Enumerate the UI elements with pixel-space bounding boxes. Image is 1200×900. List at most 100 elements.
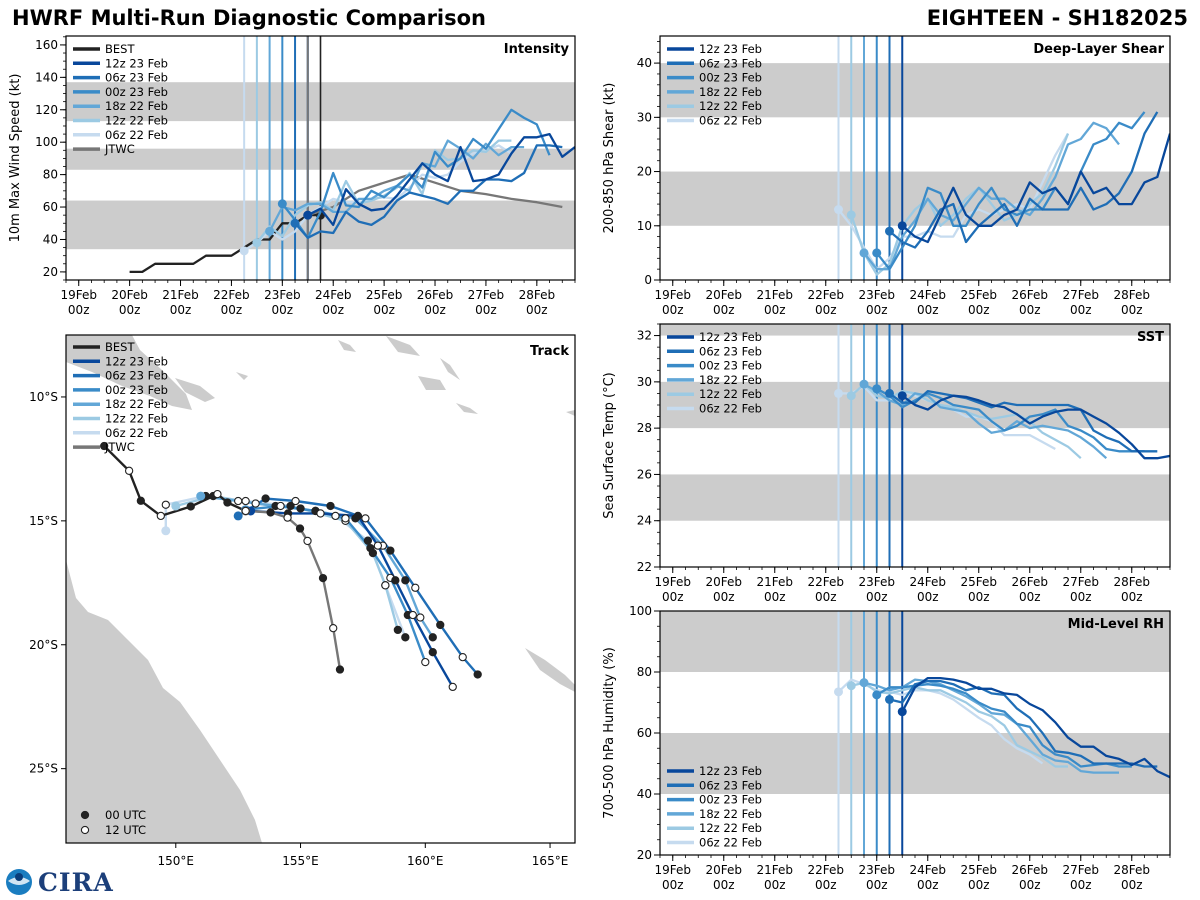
init-point	[303, 210, 313, 220]
fix-00utc-marker	[436, 620, 445, 630]
y-tick-label: 100	[35, 135, 58, 149]
x-tick-date: 25Feb	[366, 288, 403, 302]
fix-00utc-marker	[136, 496, 146, 505]
fix-00utc-marker	[401, 576, 410, 585]
x-tick-hour: 00z	[713, 303, 735, 317]
x-tick-hour: 00z	[764, 590, 786, 604]
legend-item: JTWC	[73, 142, 135, 156]
legend-label: 12z 23 Feb	[105, 354, 168, 368]
x-tick-date: 23Feb	[858, 288, 895, 302]
x-tick-date: 26Feb	[1011, 288, 1048, 302]
y-tick-label: 20	[43, 265, 58, 279]
cira-logo: CIRA	[4, 866, 114, 898]
x-tick-date: 25Feb	[960, 575, 997, 589]
fix-12utc-marker	[124, 466, 134, 475]
marker-legend-swatch	[80, 825, 90, 835]
fix-00utc-marker	[366, 543, 375, 553]
fix-12utc-marker	[411, 583, 420, 592]
rh-panel: 2040608010019Feb00z20Feb00z21Feb00z22Feb…	[602, 604, 1171, 892]
init-point	[834, 687, 843, 697]
y-tick-label: 30	[637, 375, 652, 389]
track-line-06z-23-feb	[237, 497, 479, 676]
x-tick-date: 28Feb	[519, 288, 556, 302]
fix-00utc-marker	[353, 511, 363, 521]
x-tick-date: 27Feb	[468, 288, 505, 302]
y-tick-label: 10	[637, 219, 652, 233]
legend-item: 00z 23 Feb	[667, 71, 762, 85]
init-point	[834, 388, 843, 398]
x-tick-hour: 00z	[968, 590, 990, 604]
x-tick-hour: 00z	[170, 303, 192, 317]
y-tick-label: 20	[637, 848, 652, 862]
legend-item: 06z 22 Feb	[73, 426, 168, 440]
new-guinea-land	[66, 335, 192, 410]
x-tick-hour: 00z	[424, 303, 446, 317]
x-tick-date: 25Feb	[960, 863, 997, 877]
legend-label: 12z 23 Feb	[699, 42, 762, 56]
intensity-panel: 2040608010012014016019Feb00z20Feb00z21Fe…	[8, 35, 576, 317]
legend-item: 06z 22 Feb	[73, 128, 168, 142]
panel-title: Intensity	[504, 42, 570, 57]
legend-label: 06z 22 Feb	[699, 114, 762, 128]
lon-tick-label: 160°E	[407, 854, 444, 868]
fix-12utc-marker	[408, 610, 417, 620]
track-init-point	[196, 491, 206, 501]
fix-00utc-marker	[363, 536, 373, 545]
fix-00utc-marker	[393, 625, 402, 635]
init-point	[846, 681, 856, 691]
x-tick-hour: 00z	[119, 303, 141, 317]
panel-title: Track	[530, 344, 569, 359]
y-tick-label: 60	[43, 200, 58, 214]
solomon-islands-6	[236, 372, 248, 380]
init-point	[846, 391, 856, 401]
threshold-band	[660, 63, 1170, 118]
x-tick-date: 19Feb	[60, 288, 97, 302]
track-init-point	[233, 511, 243, 521]
x-tick-hour: 00z	[662, 303, 684, 317]
legend-label: 18z 22 Feb	[699, 373, 762, 387]
fix-00utc-marker	[266, 508, 275, 517]
legend-label: 06z 22 Feb	[105, 426, 168, 440]
x-tick-date: 24Feb	[909, 288, 946, 302]
init-point	[290, 218, 300, 228]
legend-item: 18z 22 Feb	[667, 85, 762, 99]
legend-item: 12z 23 Feb	[667, 330, 762, 344]
x-tick-hour: 00z	[968, 303, 990, 317]
solomon-islands-4	[440, 358, 460, 380]
legend-label: 12z 22 Feb	[699, 99, 762, 113]
fix-00utc-marker	[428, 633, 437, 642]
legend-label: 18z 22 Feb	[105, 397, 168, 411]
legend-item: 12z 22 Feb	[667, 99, 762, 113]
y-tick-label: 100	[629, 604, 652, 618]
x-tick-date: 20Feb	[111, 288, 148, 302]
legend-item: 00z 23 Feb	[73, 383, 168, 397]
x-tick-date: 26Feb	[417, 288, 454, 302]
fix-00utc-marker	[386, 546, 395, 555]
fix-12utc-marker	[213, 489, 222, 499]
x-tick-hour: 00z	[713, 878, 735, 892]
series-line-jtwc	[307, 173, 563, 217]
y-tick-label: 32	[637, 329, 652, 343]
x-tick-hour: 00z	[662, 590, 684, 604]
x-tick-date: 28Feb	[1113, 575, 1150, 589]
fix-00utc-marker	[391, 576, 400, 585]
x-tick-date: 20Feb	[705, 575, 742, 589]
sst-panel: 22242628303219Feb00z20Feb00z21Feb00z22Fe…	[602, 323, 1171, 604]
x-tick-hour: 00z	[526, 303, 548, 317]
lat-tick-label: 10°S	[29, 390, 58, 404]
threshold-band	[660, 733, 1170, 794]
x-tick-date: 27Feb	[1062, 288, 1099, 302]
vanuatu-land	[566, 410, 575, 416]
fix-00utc-marker	[295, 524, 305, 533]
panel-title: Mid-Level RH	[1068, 617, 1164, 632]
y-tick-label: 22	[637, 560, 652, 574]
fix-12utc-marker	[291, 496, 300, 506]
track-panel: 150°E 155°E 160°E 165°E 10°S 15°S 20°S 25°S Trac…	[29, 334, 576, 868]
x-tick-hour: 00z	[68, 303, 90, 317]
x-tick-hour: 00z	[1070, 878, 1092, 892]
x-tick-date: 19Feb	[654, 288, 691, 302]
legend-label: 06z 22 Feb	[105, 128, 168, 142]
new-guinea-islands	[175, 378, 215, 402]
track-init-point	[171, 501, 181, 511]
